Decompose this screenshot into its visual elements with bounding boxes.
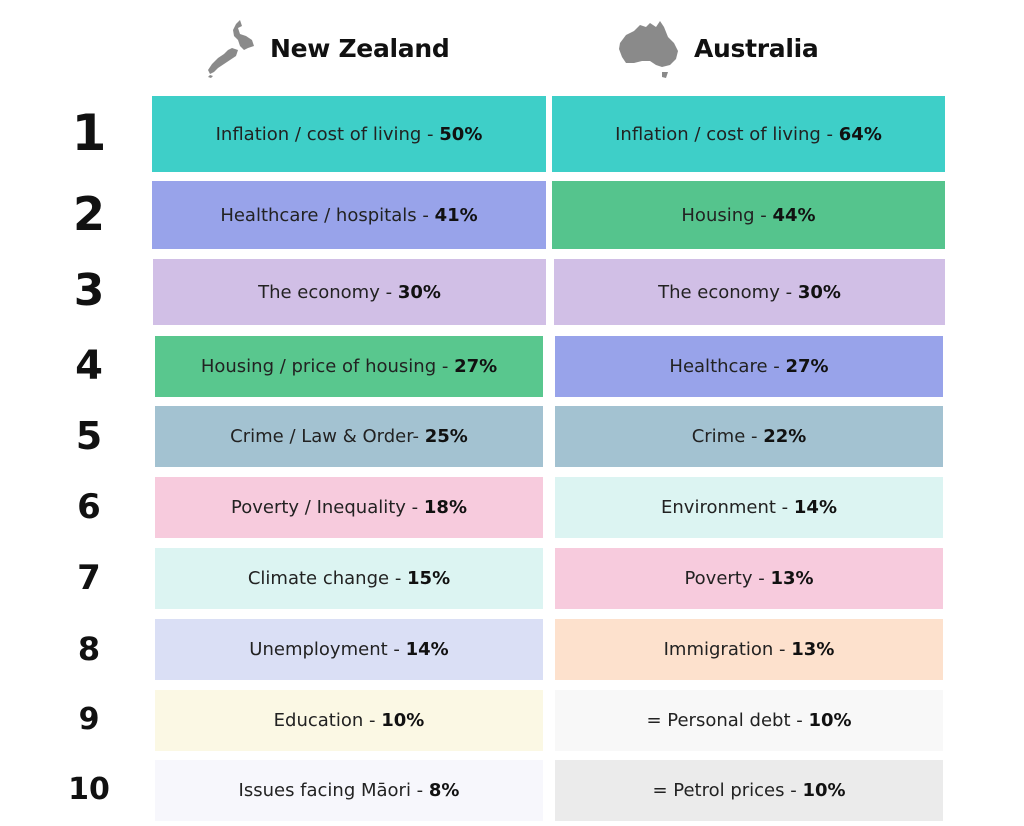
issue-percentage: 14% [793, 497, 837, 518]
issue-label: Inflation / cost of living - [215, 123, 440, 145]
australia-issue-cell: = Petrol prices - 10% [555, 760, 943, 821]
issue-percentage: 10% [802, 780, 846, 801]
new-zealand-header: New Zealand [204, 14, 450, 82]
rank-number: 8 [77, 629, 101, 668]
new-zealand-issue-cell: Education - 10% [155, 690, 543, 751]
issue-label: Housing - [681, 204, 773, 226]
rank-number: 7 [77, 557, 101, 598]
rank-number: 5 [75, 413, 103, 458]
new-zealand-issue-cell: Issues facing Māori - 8% [155, 760, 543, 821]
issue-percentage: 13% [770, 568, 814, 589]
rank-number: 2 [72, 187, 105, 242]
issue-label: Poverty - [684, 568, 771, 589]
australia-issue-cell: Poverty - 13% [555, 548, 943, 609]
new-zealand-issue-cell: Unemployment - 14% [155, 619, 543, 680]
new-zealand-issue-cell: Housing / price of housing - 27% [155, 336, 543, 397]
australia-issue-cell: = Personal debt - 10% [555, 690, 943, 751]
issue-percentage: 18% [423, 497, 467, 518]
new-zealand-title: New Zealand [270, 33, 450, 63]
new-zealand-issue-cell: Healthcare / hospitals - 41% [152, 181, 546, 249]
issue-percentage: 30% [397, 281, 441, 303]
new-zealand-issue-cell: Climate change - 15% [155, 548, 543, 609]
issue-percentage: 10% [808, 710, 852, 731]
australia-issue-cell: Crime - 22% [555, 406, 943, 467]
issue-label: = Personal debt - [646, 710, 809, 731]
rank-number: 10 [68, 771, 110, 807]
issue-percentage: 27% [454, 356, 498, 377]
australia-issue-cell: The economy - 30% [554, 259, 945, 325]
issue-label: Climate change - [247, 568, 408, 589]
issue-percentage: 22% [763, 426, 807, 447]
australia-issue-cell: Immigration - 13% [555, 619, 943, 680]
new-zealand-issue-cell: Inflation / cost of living - 50% [152, 96, 546, 172]
rank-number: 4 [75, 342, 103, 389]
issue-label: Crime - [691, 426, 764, 447]
issue-label: Inflation / cost of living - [615, 123, 839, 145]
issue-percentage: 10% [381, 710, 425, 731]
issue-percentage: 15% [407, 568, 451, 589]
issue-label: Healthcare - [669, 356, 786, 377]
rank-number: 9 [78, 701, 100, 737]
issue-label: Unemployment - [249, 639, 406, 660]
issue-label: = Petrol prices - [652, 780, 803, 801]
rank-number: 3 [73, 265, 105, 317]
australia-issue-cell: Housing - 44% [552, 181, 945, 249]
issue-percentage: 64% [838, 123, 882, 145]
issue-percentage: 44% [772, 204, 816, 226]
issue-label: Housing / price of housing - [200, 356, 455, 377]
australia-header: Australia [616, 14, 819, 82]
issue-percentage: 14% [405, 639, 449, 660]
rank-number: 1 [71, 104, 107, 162]
issue-percentage: 8% [428, 780, 460, 801]
australia-issue-cell: Inflation / cost of living - 64% [552, 96, 945, 172]
issue-percentage: 13% [791, 639, 835, 660]
issue-percentage: 27% [785, 356, 829, 377]
australia-map-icon [619, 21, 678, 78]
australia-title: Australia [694, 33, 819, 63]
issue-label: Education - [273, 710, 382, 731]
issue-label: The economy - [258, 281, 398, 303]
issue-label: The economy - [658, 281, 798, 303]
issue-percentage: 41% [434, 204, 478, 226]
new-zealand-map-icon [208, 20, 254, 78]
new-zealand-issue-cell: The economy - 30% [153, 259, 546, 325]
issue-label: Healthcare / hospitals - [220, 204, 435, 226]
issue-percentage: 30% [797, 281, 841, 303]
issue-percentage: 25% [424, 426, 468, 447]
issue-label: Immigration - [663, 639, 792, 660]
australia-issue-cell: Healthcare - 27% [555, 336, 943, 397]
issue-label: Environment - [661, 497, 794, 518]
rank-number: 6 [77, 486, 101, 527]
issue-label: Crime / Law & Order- [230, 426, 425, 447]
issue-label: Poverty / Inequality - [231, 497, 424, 518]
australia-issue-cell: Environment - 14% [555, 477, 943, 538]
issue-label: Issues facing Māori - [238, 780, 429, 801]
new-zealand-issue-cell: Crime / Law & Order- 25% [155, 406, 543, 467]
new-zealand-issue-cell: Poverty / Inequality - 18% [155, 477, 543, 538]
issue-percentage: 50% [439, 123, 483, 145]
